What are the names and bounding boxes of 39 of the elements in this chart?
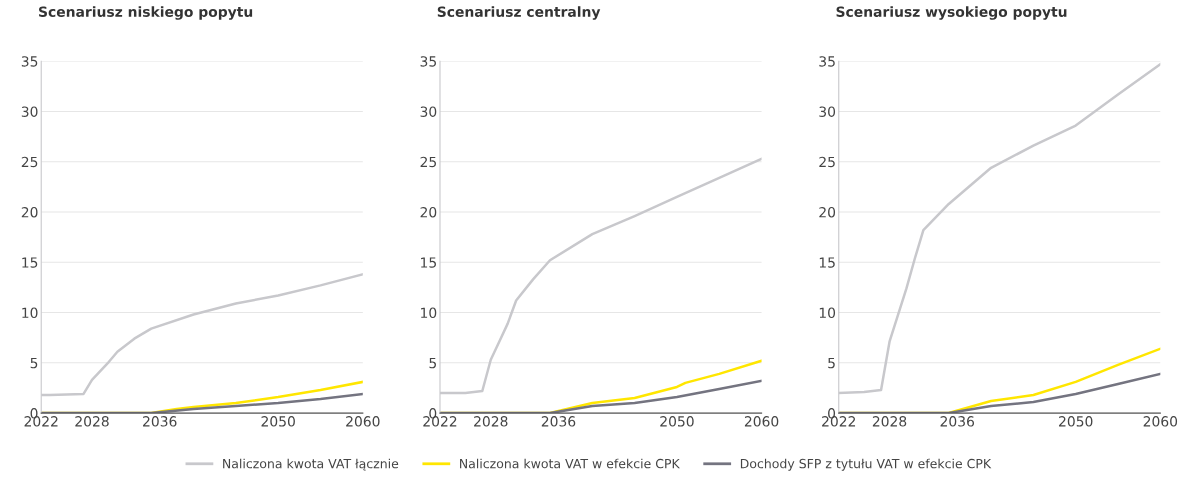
y-tick-label: 20 xyxy=(420,206,437,218)
y-tick-label: 35 xyxy=(420,56,436,67)
x-tick-label: 2028 xyxy=(872,416,907,427)
y-tick-label: 25 xyxy=(819,156,835,168)
y-tick-label: 25 xyxy=(420,156,436,168)
x-tick-label: 2050 xyxy=(1059,416,1093,427)
y-tick-label: 25 xyxy=(21,156,38,168)
x-tick-label: 2050 xyxy=(660,416,694,427)
y-tick-label: 30 xyxy=(819,106,836,117)
x-tick-label: 2060 xyxy=(346,416,380,427)
y-tick-label: 10 xyxy=(22,307,38,319)
legend-label: Dochody SFP z tytułu VAT w efekcie CPK xyxy=(740,458,992,471)
y-tick-label: 20 xyxy=(21,206,38,218)
x-tick-label: 2028 xyxy=(75,416,109,427)
chart-title: Scenariusz wysokiego popytu xyxy=(836,6,1067,20)
y-tick-label: 30 xyxy=(21,106,38,117)
y-tick-label: 20 xyxy=(819,206,836,218)
x-tick-label: 2060 xyxy=(744,416,779,427)
y-tick-label: 35 xyxy=(819,56,835,67)
x-tick-label: 2036 xyxy=(940,416,975,427)
legend-label: Naliczona kwota VAT w efekcie CPK xyxy=(460,458,680,469)
y-tick-label: 15 xyxy=(421,257,436,268)
y-tick-label: 35 xyxy=(21,56,38,67)
x-tick-label: 2050 xyxy=(261,416,295,427)
y-tick-label: 5 xyxy=(30,357,38,369)
y-tick-label: 5 xyxy=(828,357,835,369)
y-tick-label: 10 xyxy=(819,307,836,319)
y-tick-label: 30 xyxy=(420,106,437,117)
chart-title: Scenariusz centralny xyxy=(437,6,601,20)
y-tick-label: 15 xyxy=(22,257,38,268)
y-tick-label: 15 xyxy=(819,257,835,268)
x-tick-label: 2036 xyxy=(143,416,177,427)
x-tick-label: 2036 xyxy=(541,416,576,427)
y-tick-label: 5 xyxy=(429,357,436,369)
legend-label: Naliczona kwota VAT łącznie xyxy=(223,458,399,471)
chart-title: Scenariusz niskiego popytu xyxy=(39,6,253,20)
x-tick-label: 2060 xyxy=(1143,416,1178,427)
x-tick-label: 2028 xyxy=(474,416,508,427)
y-tick-label: 10 xyxy=(421,307,437,319)
